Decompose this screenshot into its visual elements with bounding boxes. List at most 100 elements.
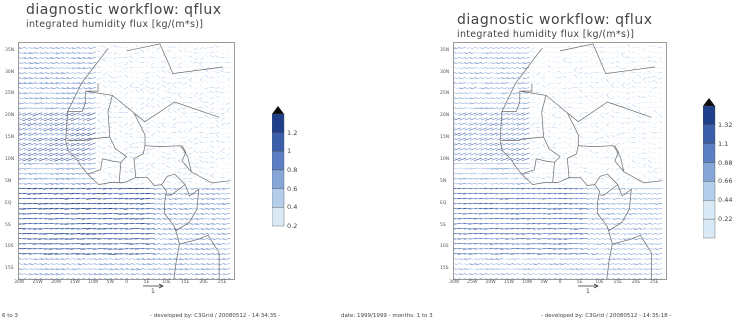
wind-vector — [464, 62, 472, 65]
wind-vector — [226, 110, 231, 113]
wind-vector — [221, 87, 225, 89]
wind-vector — [517, 192, 525, 195]
wind-vector — [651, 238, 657, 240]
wind-vector — [623, 202, 631, 205]
wind-vector — [480, 177, 488, 180]
wind-vector — [454, 117, 456, 119]
wind-vector — [25, 258, 32, 260]
wind-vector — [637, 102, 642, 105]
wind-vector — [589, 46, 594, 48]
wind-vector — [512, 122, 520, 126]
wind-vector — [615, 142, 620, 146]
wind-vector — [89, 273, 96, 276]
wind-vector — [73, 77, 80, 80]
wind-vector — [163, 243, 172, 246]
wind-vector — [506, 217, 514, 220]
wind-vector — [636, 95, 642, 98]
wind-vector — [19, 122, 21, 124]
wind-vector — [626, 177, 631, 181]
wind-vector — [54, 243, 64, 245]
wind-vector — [501, 273, 509, 276]
wind-vector — [30, 258, 37, 260]
wind-vector — [497, 102, 504, 105]
wind-vector — [474, 248, 482, 250]
wind-vector — [19, 122, 26, 126]
wind-vector — [505, 228, 514, 230]
wind-vector — [199, 79, 204, 83]
wind-vector — [72, 57, 80, 60]
wind-vector — [145, 97, 150, 102]
wind-vector — [632, 67, 636, 71]
wind-vector — [182, 172, 188, 175]
wind-vector — [73, 162, 80, 165]
wind-vector — [469, 137, 477, 141]
wind-vector — [146, 47, 150, 51]
wind-vector — [457, 243, 467, 245]
wind-vector — [71, 182, 80, 185]
wind-vector — [97, 90, 102, 93]
wind-vector — [118, 141, 123, 144]
wind-vector — [479, 152, 488, 157]
wind-vector — [195, 248, 204, 251]
wind-vector — [56, 147, 64, 151]
wind-vector — [166, 157, 172, 160]
wind-vector — [88, 77, 96, 80]
wind-vector — [41, 47, 48, 49]
coastline-path — [501, 95, 547, 141]
wind-vector — [571, 273, 578, 276]
colorbar-segment — [271, 113, 285, 133]
wind-vector — [653, 91, 657, 93]
wind-vector — [220, 112, 225, 115]
wind-vector — [455, 263, 461, 265]
wind-vector — [495, 132, 504, 136]
wind-vector — [82, 137, 91, 141]
wind-vector — [588, 172, 594, 175]
wind-vector — [204, 112, 209, 116]
wind-vector — [549, 268, 557, 271]
wind-vector — [135, 127, 139, 131]
wind-vector — [615, 51, 620, 53]
wind-vector — [501, 132, 509, 136]
wind-vector — [568, 150, 573, 154]
wind-vector — [177, 107, 182, 111]
wind-vector — [135, 253, 145, 255]
wind-vector — [563, 248, 573, 250]
wind-vector — [51, 107, 59, 110]
wind-vector — [103, 94, 107, 98]
wind-vector — [141, 248, 150, 250]
wind-vector — [201, 248, 209, 251]
wind-vector — [77, 162, 86, 165]
wind-vector — [128, 56, 134, 58]
wind-vector — [46, 62, 53, 64]
wind-vector — [19, 52, 21, 53]
wind-vector — [487, 182, 493, 185]
wind-vector — [518, 107, 525, 110]
wind-vector — [75, 233, 86, 235]
wind-vector — [118, 197, 129, 200]
wind-vector — [547, 202, 557, 205]
footer-left: 6 to 3 — [2, 313, 19, 319]
wind-vector — [465, 57, 472, 59]
wind-vector — [150, 105, 155, 108]
wind-vector — [223, 197, 231, 200]
wind-vector — [536, 87, 541, 90]
wind-vector — [32, 228, 43, 230]
wind-vector — [618, 258, 626, 261]
wind-vector — [196, 258, 204, 261]
lon-tick-label: 25E — [217, 280, 227, 285]
wind-vector — [136, 258, 145, 261]
wind-vector — [83, 182, 91, 185]
wind-vector — [510, 253, 520, 255]
wind-vector — [183, 47, 188, 49]
wind-vector — [587, 228, 594, 230]
wind-vector — [51, 162, 59, 165]
wind-vector — [523, 77, 530, 80]
wind-vector — [632, 177, 636, 181]
wind-vector — [134, 152, 139, 155]
wind-vector — [199, 182, 204, 186]
coastline-path — [543, 136, 561, 183]
wind-vector — [584, 155, 589, 159]
wind-vector — [468, 228, 477, 230]
wind-vector — [490, 127, 498, 131]
wind-vector — [637, 132, 642, 135]
